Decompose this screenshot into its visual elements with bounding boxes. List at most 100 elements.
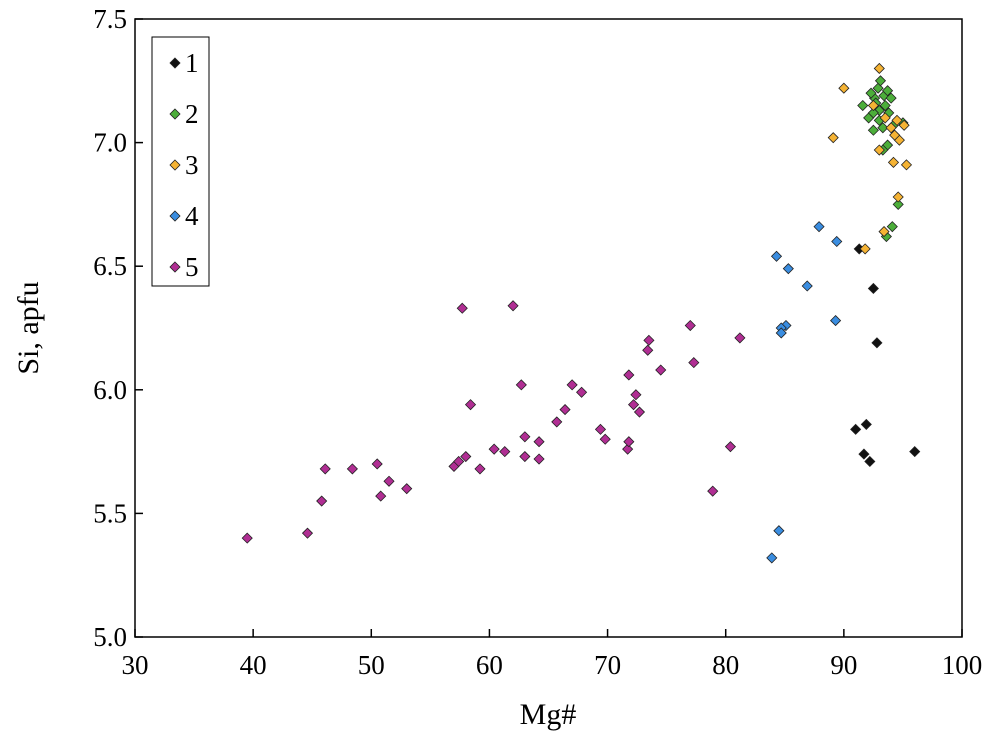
data-point-series-4 bbox=[770, 250, 783, 262]
data-point-series-5 bbox=[319, 463, 331, 475]
y-tick-label: 6.5 bbox=[93, 251, 127, 281]
data-point-series-2 bbox=[867, 124, 879, 136]
data-point-series-3 bbox=[873, 144, 885, 156]
data-point-series-3 bbox=[878, 226, 890, 238]
y-tick-label: 6.0 bbox=[93, 375, 127, 405]
data-point-series-5 bbox=[453, 455, 465, 468]
data-point-series-3 bbox=[879, 112, 891, 124]
data-point-series-5 bbox=[346, 463, 358, 475]
data-point-series-5 bbox=[371, 458, 383, 470]
data-point-series-2 bbox=[879, 99, 891, 112]
data-point-series-5 bbox=[688, 357, 700, 369]
y-tick-label: 7.0 bbox=[93, 128, 127, 158]
data-point-series-2 bbox=[877, 122, 889, 134]
data-point-series-2 bbox=[886, 221, 898, 233]
data-points bbox=[241, 62, 921, 564]
y-tick-label: 5.5 bbox=[93, 498, 127, 528]
legend: 1 2 3 4 5 bbox=[151, 36, 210, 287]
data-point-series-5 bbox=[622, 443, 634, 455]
x-tick-label: 80 bbox=[712, 650, 739, 680]
data-point-series-5 bbox=[499, 446, 511, 458]
data-point-series-3 bbox=[898, 119, 910, 131]
y-tick-label: 7.5 bbox=[93, 4, 127, 34]
data-point-series-5 bbox=[519, 450, 531, 463]
legend-label-4: 4 bbox=[185, 201, 199, 231]
data-point-series-3 bbox=[891, 114, 903, 126]
data-point-series-4 bbox=[831, 235, 843, 248]
data-point-series-5 bbox=[507, 300, 519, 312]
legend-label-5: 5 bbox=[185, 252, 199, 282]
data-point-series-4 bbox=[813, 221, 825, 233]
data-point-series-5 bbox=[551, 416, 563, 428]
data-point-series-5 bbox=[594, 423, 607, 435]
data-point-series-3 bbox=[892, 191, 904, 203]
data-point-series-5 bbox=[643, 334, 655, 346]
x-tick-label: 100 bbox=[942, 650, 983, 680]
data-point-series-2 bbox=[882, 85, 894, 97]
data-point-series-3 bbox=[887, 156, 900, 168]
data-point-series-5 bbox=[533, 453, 545, 465]
legend-box bbox=[151, 36, 210, 287]
data-point-series-5 bbox=[474, 463, 486, 475]
data-point-series-5 bbox=[464, 399, 477, 411]
x-axis-title: Mg# bbox=[520, 698, 577, 731]
legend-marker-1 bbox=[169, 57, 181, 69]
data-point-series-4 bbox=[782, 263, 794, 275]
data-point-series-2 bbox=[867, 107, 879, 119]
data-point-series-5 bbox=[655, 364, 667, 376]
data-point-series-5 bbox=[576, 386, 588, 398]
data-point-series-5 bbox=[724, 441, 737, 453]
y-tick-label: 5.0 bbox=[93, 622, 127, 652]
data-point-series-5 bbox=[533, 436, 545, 448]
data-point-series-5 bbox=[460, 450, 472, 463]
data-point-series-5 bbox=[401, 483, 413, 495]
data-point-series-1 bbox=[850, 423, 862, 435]
data-point-series-3 bbox=[885, 122, 897, 134]
legend-marker-4 bbox=[169, 210, 181, 222]
x-tick-label: 50 bbox=[358, 650, 385, 680]
data-point-series-4 bbox=[801, 280, 813, 292]
data-point-series-5 bbox=[707, 485, 719, 497]
data-point-series-5 bbox=[599, 433, 611, 445]
data-point-series-5 bbox=[734, 332, 746, 344]
data-point-series-5 bbox=[623, 436, 635, 448]
data-point-series-2 bbox=[885, 92, 897, 104]
data-point-series-3 bbox=[859, 243, 871, 255]
data-point-series-1 bbox=[858, 448, 870, 460]
data-point-series-1 bbox=[867, 282, 879, 295]
data-point-series-5 bbox=[375, 490, 387, 502]
data-point-series-4 bbox=[830, 315, 842, 327]
legend-label-3: 3 bbox=[185, 150, 199, 180]
plot-area bbox=[134, 18, 963, 638]
data-point-series-2 bbox=[892, 198, 904, 210]
data-point-series-2 bbox=[865, 87, 877, 99]
x-tick-label: 90 bbox=[830, 650, 857, 680]
data-point-series-5 bbox=[642, 344, 654, 356]
y-axis-title: Si, apfu bbox=[12, 281, 45, 374]
legend-label-1: 1 bbox=[185, 48, 199, 78]
data-point-series-5 bbox=[633, 406, 646, 418]
y-axis: 5.0 5.5 6.0 6.5 7.0 7.5 bbox=[93, 4, 143, 652]
data-point-series-5 bbox=[519, 431, 531, 443]
data-point-series-3 bbox=[900, 159, 913, 171]
x-tick-label: 40 bbox=[240, 650, 267, 680]
data-point-series-2 bbox=[857, 99, 869, 112]
data-point-series-5 bbox=[623, 369, 635, 381]
x-axis: 30 40 50 60 70 80 90 100 bbox=[122, 629, 983, 680]
data-point-series-5 bbox=[456, 302, 468, 314]
data-point-series-5 bbox=[488, 443, 500, 455]
data-point-series-3 bbox=[889, 129, 901, 141]
data-point-series-1 bbox=[871, 337, 883, 349]
legend-marker-5 bbox=[169, 261, 181, 273]
data-point-series-1 bbox=[864, 455, 876, 468]
data-point-series-3 bbox=[867, 99, 879, 112]
x-tick-label: 70 bbox=[594, 650, 621, 680]
data-point-series-5 bbox=[559, 404, 571, 416]
data-point-series-5 bbox=[383, 475, 395, 487]
data-point-series-4 bbox=[775, 327, 787, 339]
data-point-series-3 bbox=[827, 132, 839, 144]
data-point-series-3 bbox=[873, 62, 885, 75]
x-tick-label: 30 bbox=[122, 650, 149, 680]
data-point-series-1 bbox=[860, 418, 872, 430]
